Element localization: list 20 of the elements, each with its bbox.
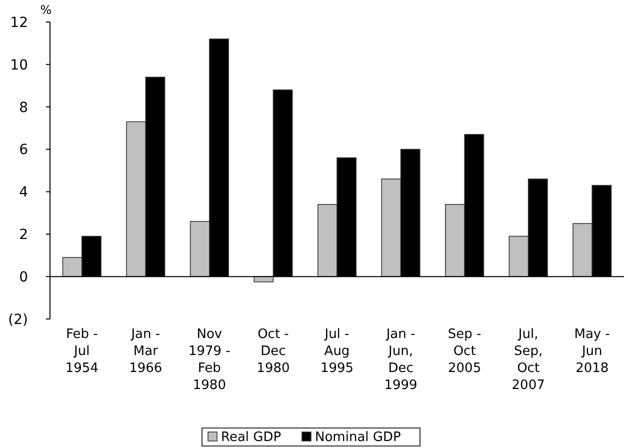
y-tick-label: 6 (19, 142, 28, 158)
y-tick-label: 12 (10, 14, 28, 31)
legend-label: Real GDP (221, 430, 282, 445)
y-tick-label: (2) (8, 312, 28, 328)
y-tick-label: 10 (10, 57, 28, 74)
y-tick-label: 0 (19, 269, 28, 286)
x-tick-label: Sep - Oct 2005 (448, 327, 482, 376)
y-tick-label: 4 (19, 184, 28, 201)
x-tick-label: Jul, Sep, Oct 2007 (512, 327, 545, 393)
x-tick-label: Jan - Mar 1966 (129, 327, 162, 376)
x-tick-label: May - Jun 2018 (574, 327, 610, 376)
x-tick-label: Nov 1979 - Feb 1980 (188, 327, 231, 393)
x-tick-label: Jan - Jun, Dec 1999 (384, 327, 418, 393)
x-tick-label: Oct - Dec 1980 (256, 327, 290, 376)
x-tick-label: Feb - Jul 1954 (65, 327, 98, 376)
y-tick-label: 8 (19, 100, 28, 116)
x-tick-label: Jul - Aug 1995 (320, 327, 354, 376)
y-tick-label: 2 (19, 227, 28, 244)
y-axis-title: % (40, 3, 52, 17)
legend-label: Nominal GDP (315, 430, 401, 445)
